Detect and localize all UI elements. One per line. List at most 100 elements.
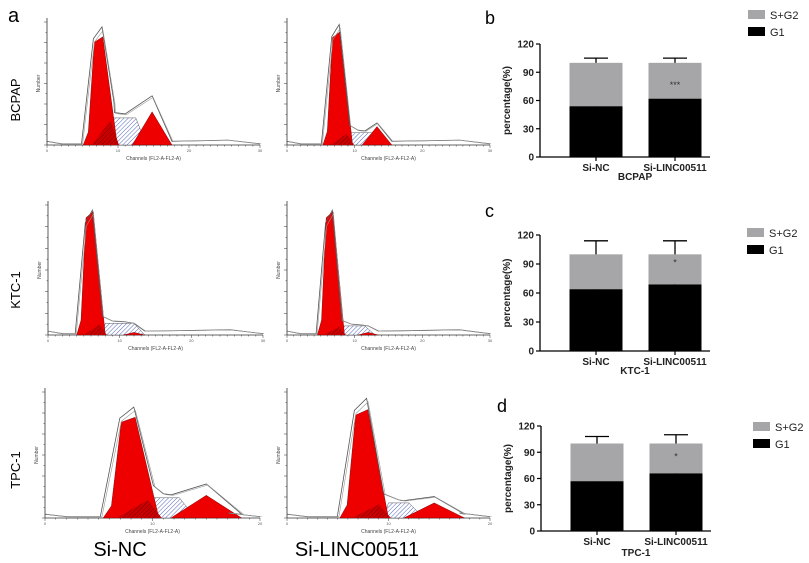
x-tick-label: 20 — [420, 148, 425, 153]
bar-g1-si-nc — [569, 289, 623, 351]
x-axis-label: Channels (FL2-A-FL2-A) — [361, 529, 416, 535]
y-tick-label: 90 — [523, 260, 535, 271]
legend-label-s-g2: S+G2 — [769, 228, 797, 240]
histogram-outline-fit — [49, 212, 265, 335]
flow-histogram-tpc-1-si-linc00511: 0 10 20 Channels (FL2-A-FL2-A) Number — [276, 388, 493, 535]
bar-g1-si-linc00511 — [648, 284, 702, 351]
histogram-outline — [286, 23, 491, 145]
y-tick-label: 60 — [523, 96, 535, 107]
x-tick-label: 10 — [117, 338, 122, 343]
x-axis-label: Channels (FL2-A-FL2-A) — [126, 156, 181, 162]
bar-charts: 0 30 60 90 120 percentage(%) BCPAP Si-NC Si-LINC… — [502, 10, 803, 559]
x-tick-label: 0 — [47, 338, 50, 343]
bar-s-g2-si-linc00511 — [648, 62, 702, 99]
x-axis-label: BCPAP — [618, 172, 653, 183]
bar-g1-si-linc00511 — [649, 473, 703, 531]
y-tick-label: 0 — [529, 527, 535, 538]
y-tick-label: 0 — [528, 153, 534, 164]
x-tick-label: 10 — [150, 521, 155, 526]
bar-s-g2-si-nc — [569, 62, 623, 107]
x-tick-label: Si-NC — [582, 163, 609, 174]
y-tick-label: 60 — [523, 289, 535, 300]
legend-swatch-s-g2 — [747, 228, 764, 237]
flow-histograms: 0 10 20 30 Channels (FL2-A-FL2-A) Number 0 10 20… — [34, 18, 493, 535]
legend-label-s-g2: S+G2 — [770, 10, 798, 22]
x-tick-label: 30 — [488, 338, 493, 343]
x-tick-label: 20 — [488, 521, 493, 526]
x-tick-label: 20 — [420, 338, 425, 343]
legend-swatch-s-g2 — [753, 422, 770, 431]
y-axis-label: Number — [276, 74, 282, 92]
x-axis-label: TPC-1 — [622, 548, 651, 559]
x-tick-label: 20 — [187, 148, 192, 153]
flow-histogram-bcpap-si-nc: 0 10 20 30 Channels (FL2-A-FL2-A) Number — [36, 18, 263, 162]
legend-label-s-g2: S+G2 — [775, 422, 803, 434]
legend-swatch-g1 — [748, 27, 765, 36]
panel-label-b: b — [485, 8, 495, 28]
histogram-outline — [286, 397, 491, 518]
y-axis-label: Number — [276, 261, 282, 279]
g2-peak — [403, 502, 465, 519]
s-overlap-region — [330, 133, 355, 145]
legend-swatch-g1 — [747, 245, 764, 254]
panel-label-c: c — [485, 201, 494, 221]
significance-marker: * — [674, 451, 678, 461]
histogram-outline-fit — [46, 409, 262, 518]
legend-swatch-g1 — [753, 439, 770, 448]
s-overlap-region — [352, 504, 391, 518]
g1-peak — [339, 409, 389, 519]
bar-s-g2-si-nc — [570, 443, 624, 482]
histogram-outline-fit — [287, 27, 492, 145]
y-tick-label: 30 — [524, 500, 536, 511]
g2-peak — [123, 332, 145, 336]
y-axis-label: percentage(%) — [503, 444, 514, 513]
histogram-outline — [286, 208, 491, 335]
significance-marker: * — [673, 258, 677, 268]
g2-peak — [170, 495, 243, 519]
x-tick-label: 10 — [386, 521, 391, 526]
flow-histogram-bcpap-si-linc00511: 0 10 20 30 Channels (FL2-A-FL2-A) Number — [276, 18, 493, 162]
g2-peak — [358, 332, 379, 336]
panel-label-a: a — [8, 5, 20, 27]
panel-label-d: d — [497, 396, 507, 416]
g2-peak — [131, 111, 173, 146]
y-tick-label: 90 — [524, 448, 536, 459]
column-label-si-nc: Si-NC — [93, 539, 146, 561]
s-overlap-region — [324, 326, 346, 335]
x-tick-label: 20 — [189, 338, 194, 343]
s-overlap-region — [83, 324, 107, 335]
x-tick-label: 30 — [488, 148, 493, 153]
x-axis-label: Channels (FL2-A-FL2-A) — [128, 346, 183, 352]
y-tick-label: 30 — [523, 124, 535, 135]
bar-g1-si-nc — [570, 481, 624, 531]
x-axis-label: Channels (FL2-A-FL2-A) — [361, 156, 416, 162]
x-axis-label: KTC-1 — [620, 366, 650, 377]
x-axis-label: Channels (FL2-A-FL2-A) — [125, 529, 180, 535]
g1-peak — [102, 416, 160, 519]
g1-peak — [322, 31, 353, 146]
x-tick-label: Si-LINC00511 — [644, 537, 708, 548]
x-tick-label: Si-LINC00511 — [643, 357, 707, 368]
y-axis-label: Number — [36, 74, 42, 92]
significance-marker: *** — [670, 80, 681, 90]
bar-chart-d: 0 30 60 90 120 percentage(%) TPC-1 Si-NC Si-LINC… — [503, 422, 803, 560]
legend-label-g1: G1 — [775, 439, 790, 451]
y-axis-label: percentage(%) — [502, 66, 513, 135]
x-tick-label: 10 — [116, 148, 121, 153]
g2-peak — [361, 126, 393, 146]
x-tick-label: Si-LINC00511 — [643, 163, 707, 174]
y-axis-label: percentage(%) — [502, 259, 513, 328]
x-tick-label: 0 — [286, 148, 289, 153]
x-tick-label: 0 — [286, 338, 289, 343]
histogram-outline-fit — [288, 401, 492, 518]
flow-histogram-ktc-1-si-linc00511: 0 10 20 30 Channels (FL2-A-FL2-A) Number — [276, 201, 493, 352]
y-axis-label: Number — [34, 446, 40, 464]
bar-chart-b: 0 30 60 90 120 percentage(%) BCPAP Si-NC Si-LINC… — [502, 10, 798, 183]
x-tick-label: 30 — [258, 148, 263, 153]
s-overlap-region — [91, 120, 119, 145]
x-tick-label: 0 — [46, 148, 49, 153]
flow-histogram-ktc-1-si-nc: 0 10 20 30 Channels (FL2-A-FL2-A) Number — [37, 201, 266, 352]
bar-g1-si-nc — [569, 106, 623, 157]
legend-label-g1: G1 — [769, 245, 784, 257]
column-label-si-linc00511: Si-LINC00511 — [295, 539, 419, 561]
